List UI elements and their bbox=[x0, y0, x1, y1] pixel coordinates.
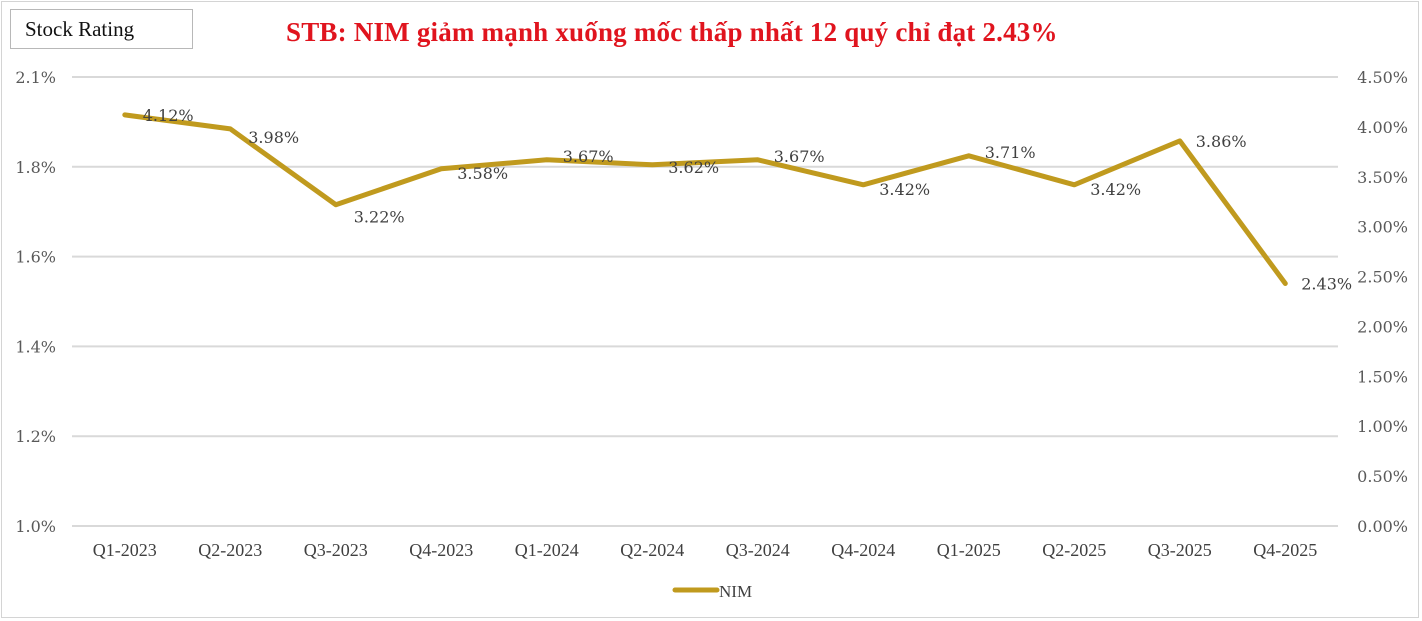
stock-rating-badge: Stock Rating bbox=[10, 9, 193, 49]
x-axis-category: Q1-2023 bbox=[93, 540, 157, 560]
gridlines bbox=[72, 76, 1338, 527]
left-axis-tick: 1.2% bbox=[15, 427, 56, 446]
right-axis-tick: 1.00% bbox=[1357, 417, 1408, 436]
x-axis-category: Q3-2025 bbox=[1148, 540, 1212, 560]
right-axis-tick: 0.50% bbox=[1357, 467, 1408, 486]
x-axis-category: Q3-2023 bbox=[304, 540, 368, 560]
left-axis-tick: 2.1% bbox=[15, 68, 56, 87]
right-axis-tick: 0.00% bbox=[1357, 517, 1408, 536]
right-axis: 4.50% 4.00% 3.50% 3.00% 2.50% 2.00% 1.50% 1.00%… bbox=[1357, 68, 1408, 536]
data-labels: 4.12% 3.98% 3.22% 3.58% 3.67% 3.62% 3.67% 3.42%… bbox=[143, 106, 1352, 294]
x-axis-category: Q4-2025 bbox=[1253, 540, 1317, 560]
data-label: 2.43% bbox=[1301, 275, 1352, 294]
x-axis-category: Q2-2023 bbox=[198, 540, 262, 560]
x-axis-category: Q4-2023 bbox=[409, 540, 473, 560]
chart-title: STB: NIM giảm mạnh xuống mốc thấp nhất 1… bbox=[286, 17, 1058, 47]
right-axis-tick: 4.00% bbox=[1357, 118, 1408, 137]
x-axis-category: Q3-2024 bbox=[726, 540, 790, 560]
data-label: 3.42% bbox=[1090, 180, 1141, 199]
legend: NIM bbox=[672, 582, 752, 601]
x-axis-category: Q2-2024 bbox=[620, 540, 684, 560]
right-axis-tick: 3.00% bbox=[1357, 218, 1408, 237]
right-axis-tick: 1.50% bbox=[1357, 367, 1408, 386]
left-axis: 2.1% 1.8% 1.6% 1.4% 1.2% 1.0% bbox=[15, 68, 56, 536]
right-axis-tick: 2.00% bbox=[1357, 317, 1408, 336]
x-axis: Q1-2023 Q2-2023 Q3-2023 Q4-2023 Q1-2024 Q2-20… bbox=[93, 540, 1318, 560]
data-label: 3.22% bbox=[354, 208, 405, 227]
data-label: 3.86% bbox=[1196, 132, 1247, 151]
x-axis-category: Q1-2025 bbox=[937, 540, 1001, 560]
left-axis-tick: 1.8% bbox=[15, 158, 56, 177]
left-axis-tick: 1.4% bbox=[15, 337, 56, 356]
x-axis-category: Q2-2025 bbox=[1042, 540, 1106, 560]
data-label: 4.12% bbox=[143, 106, 194, 125]
x-axis-category: Q4-2024 bbox=[831, 540, 895, 560]
data-label: 3.42% bbox=[879, 180, 930, 199]
right-axis-tick: 2.50% bbox=[1357, 268, 1408, 287]
right-axis-tick: 4.50% bbox=[1357, 68, 1408, 87]
legend-label-nim: NIM bbox=[719, 582, 752, 601]
data-label: 3.67% bbox=[563, 147, 614, 166]
left-axis-tick: 1.6% bbox=[15, 248, 56, 267]
data-label: 3.67% bbox=[774, 147, 825, 166]
data-label: 3.98% bbox=[248, 128, 299, 147]
nim-series-line bbox=[122, 112, 1288, 286]
data-label: 3.71% bbox=[985, 143, 1036, 162]
left-axis-tick: 1.0% bbox=[15, 517, 56, 536]
data-label: 3.62% bbox=[668, 158, 719, 177]
x-axis-category: Q1-2024 bbox=[515, 540, 579, 560]
right-axis-tick: 3.50% bbox=[1357, 168, 1408, 187]
data-label: 3.58% bbox=[457, 164, 508, 183]
